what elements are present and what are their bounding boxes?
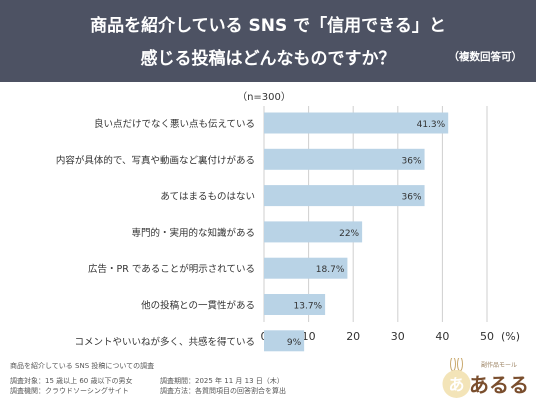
survey-agency: 調査機関：クラウドソーシングサイト (10, 387, 129, 395)
x-tick-label: 50 (480, 330, 494, 343)
sample-size-note: （n=300） (237, 91, 291, 103)
bar (264, 185, 425, 207)
survey-title: 商品を紹介している SNS 投稿についての調査 (10, 362, 155, 370)
survey-target: 調査対象：15 歳以上 60 歳以下の男女 (10, 377, 133, 385)
category-label: 内容が具体的で、写真や動画など裏付けがある (56, 154, 255, 166)
value-label: 36% (402, 156, 422, 166)
bar (264, 221, 363, 243)
survey-method: 調査方法：各質問項目の回答割合を算出 (160, 387, 286, 395)
x-tick-label: 10 (302, 330, 316, 343)
brand-logo: あ 副作品モール あるる (442, 358, 529, 398)
category-label: 広告・PR であることが明示されている (88, 263, 255, 275)
title-banner: 商品を紹介している SNS で「信用できる」と 感じる投稿はどんなものですか？ … (0, 0, 536, 82)
bar (264, 148, 425, 170)
chart-title-line2: 感じる投稿はどんなものですか？ (140, 49, 396, 69)
x-tick-label: 20 (346, 330, 360, 343)
logo-main-text: あるる (469, 373, 529, 397)
value-label: 9% (287, 338, 302, 348)
value-label: 13.7% (294, 302, 323, 312)
bar (264, 330, 305, 352)
value-label: 18.7% (316, 265, 345, 275)
category-label: 他の投稿との一貫性がある (141, 300, 255, 312)
bar-chart: （n=300）01020304050(%)良い点だけでなく悪い点も伝えている41… (56, 91, 520, 352)
category-label: コメントやいいねが多く、共感を得ている (74, 336, 255, 348)
multiple-answer-note: （複数回答可） (448, 51, 523, 63)
rabbit-icon: あ (442, 358, 471, 398)
value-label: 41.3% (417, 120, 446, 130)
bar (264, 257, 348, 279)
x-axis-unit: (%) (501, 330, 520, 343)
category-label: 良い点だけでなく悪い点も伝えている (94, 118, 255, 130)
value-label: 22% (339, 229, 359, 239)
logo-small-text: 副作品モール (481, 361, 517, 369)
bar (264, 294, 326, 315)
value-label: 36% (402, 193, 422, 203)
x-tick-label: 40 (435, 330, 449, 343)
survey-period: 調査期間：2025 年 11 月 13 日（木） (160, 377, 284, 385)
x-tick-label: 30 (391, 330, 405, 343)
category-label: 専門的・実用的な知識がある (131, 227, 255, 239)
logo-a-char: あ (448, 375, 464, 394)
chart-title-line1: 商品を紹介している SNS で「信用できる」と (90, 16, 446, 36)
category-label: あてはまるものはない (160, 192, 255, 203)
bar (264, 112, 449, 134)
